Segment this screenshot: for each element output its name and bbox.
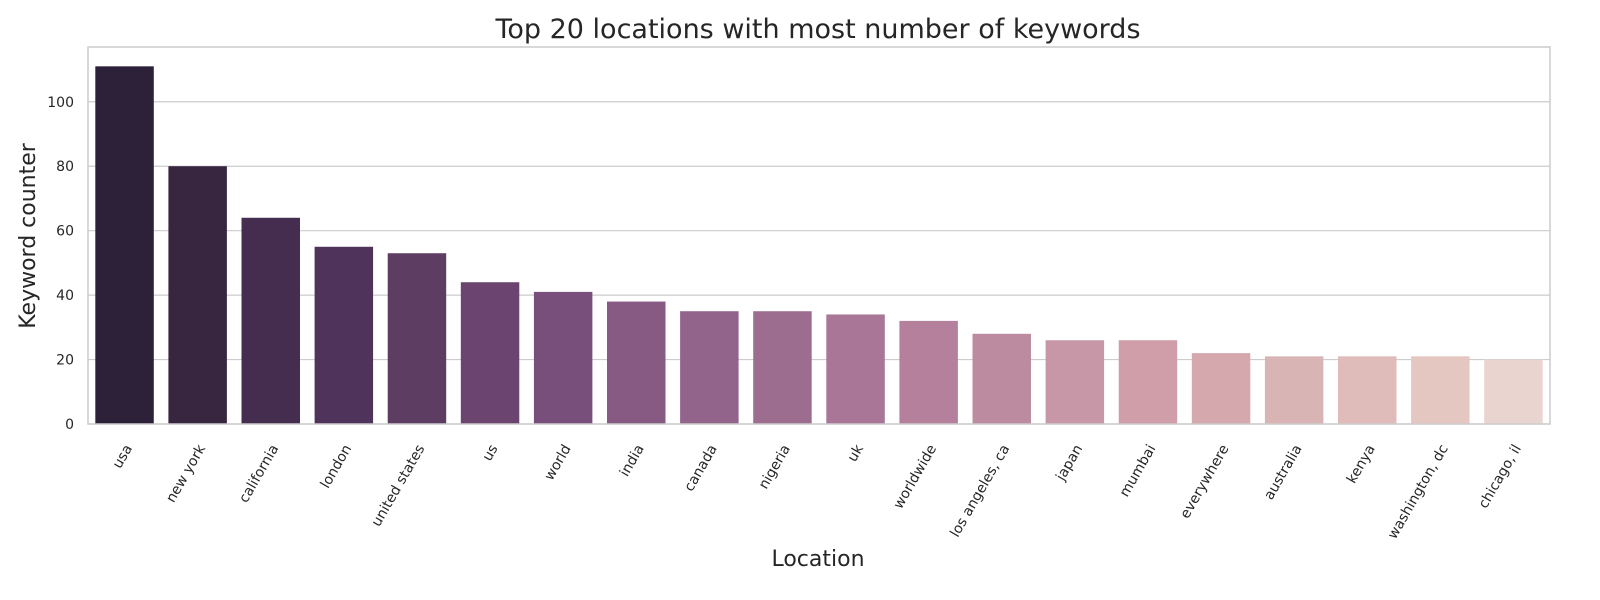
chart-title: Top 20 locations with most number of key…: [494, 14, 1140, 45]
x-tick-label: california: [236, 442, 282, 506]
plot-frame: [87, 46, 1551, 425]
bar: [460, 282, 520, 424]
x-tick-label: everywhere: [1177, 442, 1232, 522]
bar: [753, 311, 812, 424]
y-tick-label: 40: [56, 288, 74, 304]
bar: [1118, 340, 1178, 424]
x-tick-label: united states: [369, 442, 429, 530]
bar: [387, 253, 447, 424]
y-axis-ticks: 0 20 40 60 80 100: [47, 95, 74, 433]
bar: [1045, 340, 1105, 424]
gridlines: [88, 101, 1550, 425]
x-tick-label: australia: [1261, 442, 1305, 503]
x-tick-label: uk: [845, 441, 868, 464]
bar: [1338, 356, 1397, 424]
bar: [1264, 356, 1324, 424]
x-tick-label: canada: [681, 442, 720, 494]
x-tick-label: japan: [1053, 442, 1087, 484]
y-axis-label: Keyword counter: [16, 142, 41, 329]
bar: [680, 311, 739, 424]
bar: [899, 320, 958, 424]
bar: [241, 217, 300, 424]
y-tick-label: 60: [56, 224, 74, 240]
bar: [1411, 356, 1470, 424]
bar: [972, 333, 1031, 424]
bars: [95, 66, 1543, 424]
y-tick-label: 0: [65, 417, 74, 433]
y-tick-label: 80: [56, 159, 74, 175]
bar: [1484, 359, 1543, 424]
x-tick-label: los angeles, ca: [947, 442, 1013, 540]
x-tick-label: kenya: [1344, 442, 1379, 486]
bar: [314, 246, 374, 424]
bar: [533, 291, 593, 424]
bar: [826, 314, 885, 424]
bar: [1191, 353, 1251, 424]
bar: [168, 166, 227, 424]
x-tick-label: usa: [110, 442, 136, 471]
bar: [95, 66, 154, 424]
x-tick-label: world: [541, 442, 574, 483]
x-tick-label: new york: [163, 441, 209, 505]
x-tick-label: chicago, il: [1476, 442, 1525, 511]
x-tick-label: india: [617, 442, 648, 480]
x-tick-label: nigeria: [756, 442, 794, 492]
x-tick-label: us: [480, 442, 502, 464]
x-tick-label: worldwide: [891, 442, 941, 512]
x-tick-label: washington, dc: [1385, 442, 1452, 542]
y-tick-label: 100: [47, 95, 74, 111]
x-tick-label: mumbai: [1117, 442, 1160, 500]
bar: [607, 301, 666, 424]
y-tick-label: 20: [56, 353, 74, 369]
x-axis-label: Location: [771, 547, 864, 572]
x-axis-ticks: usa new york california london united states…: [110, 441, 1525, 542]
x-tick-label: london: [318, 442, 356, 491]
